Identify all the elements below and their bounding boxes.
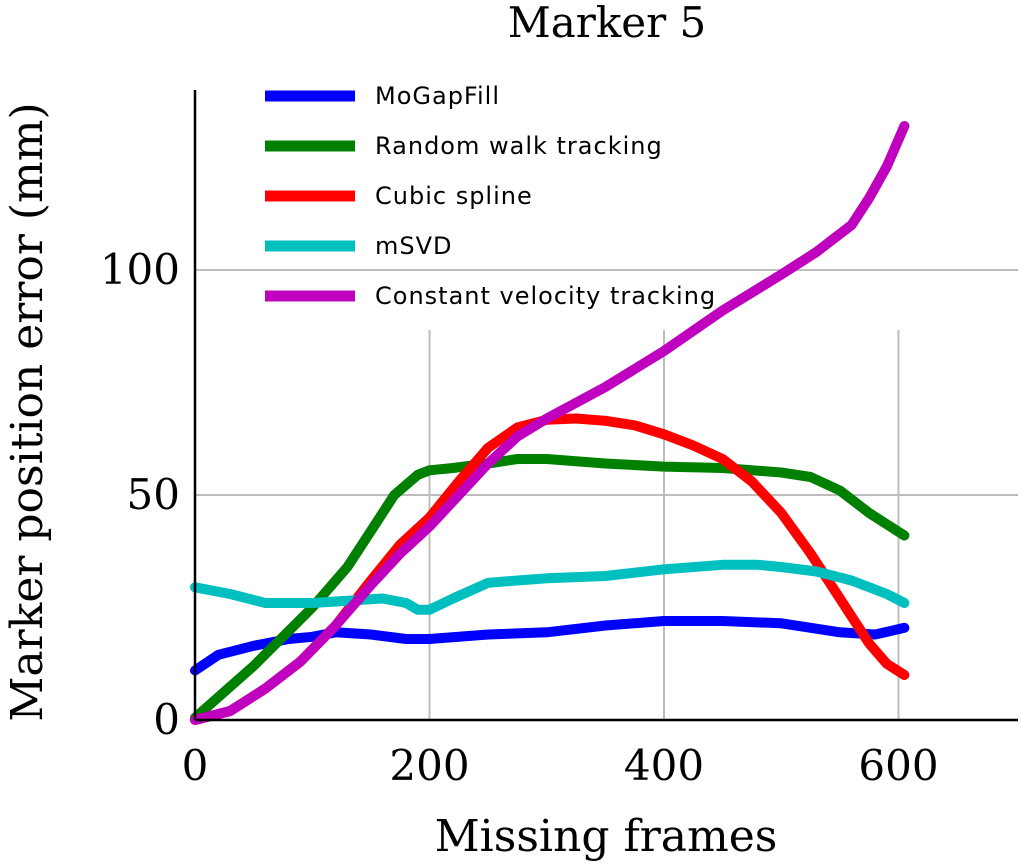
legend-label-1: Random walk tracking [375, 132, 663, 160]
series-line-1 [190, 454, 910, 723]
x-axis-label: Missing frames [435, 811, 778, 862]
series-line-3 [190, 559, 910, 615]
grid [195, 269, 1018, 720]
series-line-4 [190, 121, 910, 725]
y-tick-label: 0 [153, 695, 180, 744]
y-axis-label: Marker position error (mm) [2, 102, 53, 721]
legend-label-4: Constant velocity tracking [375, 282, 716, 310]
y-tick-label: 100 [100, 245, 180, 294]
x-tick-label: 600 [858, 741, 938, 790]
axes [193, 90, 1018, 722]
tick-labels: 0 200 400 600 0 50 100 [100, 245, 939, 790]
legend-label-3: mSVD [375, 232, 453, 260]
legend: MoGapFill Random walk tracking Cubic splin… [265, 82, 716, 310]
y-tick-label: 50 [127, 470, 180, 519]
series-layer [190, 121, 910, 725]
x-tick-label: 400 [624, 741, 704, 790]
legend-label-0: MoGapFill [375, 82, 500, 110]
x-tick-label: 0 [182, 741, 209, 790]
chart-title: Marker 5 [508, 0, 707, 47]
x-tick-label: 200 [389, 741, 469, 790]
legend-label-2: Cubic spline [375, 182, 533, 210]
